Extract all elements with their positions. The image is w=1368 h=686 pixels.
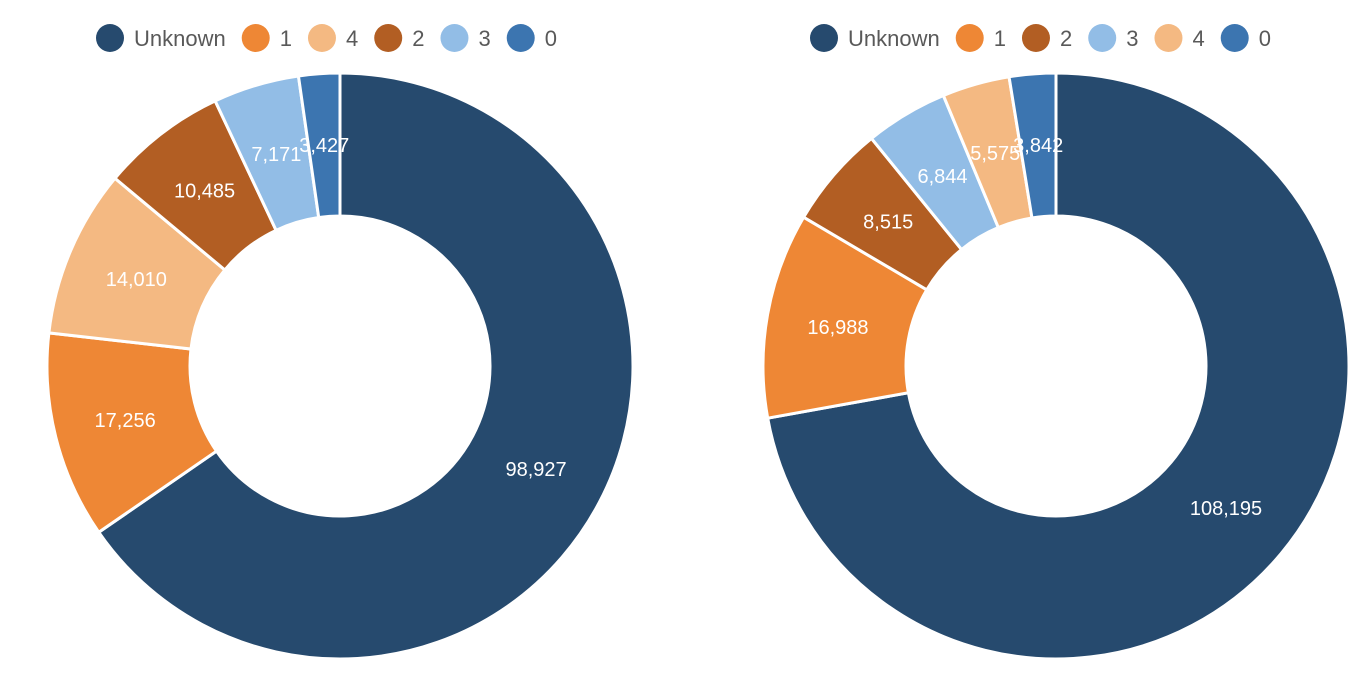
donut-chart-right: Unknown 1 2 3 4 0 108,195 16,988 8,515 6,844 5,575…: [684, 0, 1368, 686]
slice-unknown[interactable]: [765, 71, 1351, 661]
slice-value-label: 5,575: [970, 143, 1020, 165]
legend-swatch: [506, 24, 535, 52]
slices: [45, 71, 635, 661]
legend-swatch: [1220, 24, 1249, 52]
legend-label: 2: [1060, 26, 1072, 51]
slice-0[interactable]: [1007, 71, 1058, 220]
legend-label: 1: [280, 26, 292, 51]
slice-0[interactable]: [296, 71, 342, 220]
slice-value-label: 17,256: [95, 410, 156, 432]
legend-label: Unknown: [848, 26, 940, 51]
legend-label: 3: [1126, 26, 1138, 51]
legend-item[interactable]: Unknown: [810, 24, 940, 52]
legend-swatch: [1154, 24, 1183, 52]
slice-unknown[interactable]: [96, 71, 635, 661]
legend-label: 2: [412, 26, 424, 51]
donut-chart-right-svg: Unknown 1 2 3 4 0 108,195 16,988 8,515 6,8445,575…: [761, 24, 1351, 661]
legend-swatch: [955, 24, 984, 52]
slice-value-label: 7,171: [251, 144, 301, 166]
slice-value-label: 3,427: [299, 135, 349, 157]
legend-label: 0: [1259, 26, 1271, 51]
legend-item[interactable]: 4: [1154, 24, 1205, 52]
legend-item[interactable]: 1: [241, 24, 292, 52]
legend-swatch: [374, 24, 403, 52]
legend-label: Unknown: [134, 26, 226, 51]
legend-swatch: [307, 24, 336, 52]
legend-swatch: [810, 24, 838, 52]
legend-label: 3: [478, 26, 490, 51]
legend-item[interactable]: 0: [506, 24, 557, 52]
legend-item[interactable]: 4: [307, 24, 358, 52]
legend-swatch: [440, 24, 469, 52]
legend-label: 0: [545, 26, 557, 51]
legend-swatch: [96, 24, 124, 52]
slice-value-label: 10,485: [174, 181, 235, 203]
legend: Unknown 1 4 2 3 0: [96, 24, 557, 52]
legend-label: 1: [994, 26, 1006, 51]
slice-value-label: 3,842: [1013, 135, 1063, 157]
legend-item[interactable]: 2: [374, 24, 424, 52]
donut-chart-left: Unknown 1 4 2 3 0 98,927 17,256 14,010 10,485 7,17…: [45, 24, 635, 661]
slice-value-label: 16,988: [807, 317, 868, 339]
legend-label: 4: [346, 26, 358, 51]
legend-item[interactable]: Unknown: [96, 24, 226, 52]
legend-item[interactable]: 2: [1021, 24, 1072, 52]
legend-swatch: [1021, 24, 1050, 52]
donut-chart-left-svg: Unknown 1 4 2 3 0 98,927 17,256 14,010 10,485 7,17…: [45, 24, 635, 661]
legend-swatch: [1088, 24, 1117, 52]
legend-swatch: [241, 24, 270, 52]
legend-item[interactable]: 3: [440, 24, 491, 52]
slice-value-label: 6,844: [917, 166, 967, 188]
slices: [761, 71, 1351, 661]
slice-value-label: 8,515: [863, 211, 913, 233]
legend-label: 4: [1192, 26, 1204, 51]
legend-item[interactable]: 3: [1088, 24, 1138, 52]
slice-value-label: 108,195: [1190, 498, 1262, 520]
legend: Unknown 1 2 3 4 0: [810, 24, 1271, 52]
slice-value-label: 14,010: [106, 269, 167, 291]
slice-value-label: 98,927: [506, 459, 567, 481]
legend-item[interactable]: 0: [1220, 24, 1271, 52]
legend-item[interactable]: 1: [955, 24, 1006, 52]
